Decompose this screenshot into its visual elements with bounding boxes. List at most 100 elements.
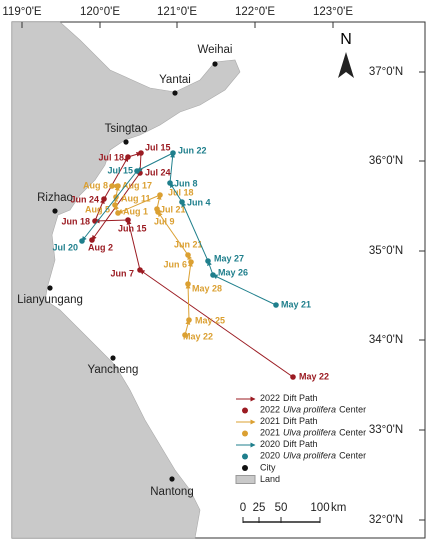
date-label: Jun 24 <box>70 194 99 204</box>
drift-path <box>103 156 129 200</box>
date-label: Jul 18 <box>98 152 124 162</box>
legend-dot <box>242 453 248 460</box>
scale-label: 25 <box>253 502 266 514</box>
date-label: Jun 7 <box>110 268 134 278</box>
date-label: Aug 17 <box>122 180 152 190</box>
date-label: Jul 15 <box>145 142 171 152</box>
legend-label: 2022 Dift Path <box>260 393 318 403</box>
date-label: Aug 1 <box>123 206 148 216</box>
legend-year: 2021 <box>260 416 280 426</box>
compass-arrow <box>338 52 354 78</box>
drift-path <box>169 152 176 184</box>
drift-path <box>126 219 141 271</box>
legend-dot <box>242 430 248 437</box>
legend-species: Ulva prolifera <box>283 428 336 438</box>
center-dot <box>290 374 296 380</box>
legend-land <box>235 475 256 484</box>
date-label: May 28 <box>192 283 222 293</box>
center-dot <box>186 317 192 323</box>
drift-path <box>169 182 183 203</box>
date-label: Jul 15 <box>107 165 133 175</box>
lat-label: 34°0'N <box>369 334 403 346</box>
city-label: Rizhao <box>37 192 73 204</box>
drift-path <box>181 201 209 262</box>
center-dot <box>92 218 98 224</box>
center-dot <box>185 252 191 258</box>
lat-label: 36°0'N <box>369 155 403 167</box>
city-label: Lianyungang <box>17 294 83 306</box>
scale-label: 50 <box>275 502 288 514</box>
legend-species: Ulva prolifera <box>283 451 336 461</box>
drift-path <box>212 274 277 306</box>
center-dot <box>101 196 107 202</box>
center-dot <box>157 192 163 198</box>
date-label: May 26 <box>218 267 248 277</box>
city-label: Nantong <box>150 486 193 498</box>
city-dot <box>169 476 175 482</box>
center-dot <box>125 154 131 160</box>
date-label: Aug 8 <box>83 180 108 190</box>
legend-center: Center <box>339 428 366 438</box>
date-label: Jun 6 <box>163 259 187 269</box>
compass-label: N <box>340 31 352 48</box>
legend-year: 2022 <box>260 393 280 403</box>
date-label: Jun 15 <box>118 223 147 233</box>
legend-path-text: Dift Path <box>283 439 318 449</box>
legend-label: 2020 Ulva prolifera Center <box>260 451 366 461</box>
scale-label: 100 <box>310 502 329 514</box>
center-dot <box>89 237 95 243</box>
date-label: May 22 <box>299 371 329 381</box>
date-label: Aug 2 <box>88 242 113 252</box>
legend-year: 2021 <box>260 428 280 438</box>
scale-unit: km <box>331 502 346 514</box>
center-dot <box>138 150 144 156</box>
center-dot <box>125 217 131 223</box>
city-dot <box>110 355 116 361</box>
drift-path <box>94 218 129 224</box>
drift-path <box>187 261 193 285</box>
drift-path <box>136 152 174 172</box>
center-dot <box>154 206 160 212</box>
legend-path-text: Dift Path <box>283 393 318 403</box>
center-dot <box>115 210 121 216</box>
date-label: May 27 <box>214 253 244 263</box>
center-dot <box>170 150 176 156</box>
date-label: Jul 20 <box>52 242 78 252</box>
drift-path <box>185 283 191 321</box>
center-dot <box>79 238 85 244</box>
city-dot <box>47 285 53 291</box>
city-label: Yantai <box>159 74 191 86</box>
legend-label: 2021 Ulva prolifera Center <box>260 428 366 438</box>
city-dot <box>123 139 129 145</box>
date-label: Jun 4 <box>187 197 211 207</box>
drift-path <box>117 194 161 214</box>
drift-path <box>94 198 105 222</box>
city-label: Tsingtao <box>105 123 148 135</box>
legend-label: City <box>260 462 276 472</box>
center-dot <box>134 168 140 174</box>
city-dot <box>172 90 178 96</box>
date-label: Jun 21 <box>174 239 203 249</box>
center-dot <box>109 183 115 189</box>
date-label: Jul 18 <box>168 187 194 197</box>
center-dot <box>137 267 143 273</box>
center-dot <box>188 259 194 265</box>
city-label: Weihai <box>198 44 233 56</box>
scale-label: 0 <box>240 502 246 514</box>
land <box>11 21 241 539</box>
lat-label: 37°0'N <box>369 66 403 78</box>
center-dot <box>167 180 173 186</box>
lon-label: 121°0'E <box>157 6 197 18</box>
legend-year: 2022 <box>260 405 280 415</box>
drift-path <box>139 269 294 378</box>
legend-center: Center <box>339 405 366 415</box>
legend-label: 2021 Dift Path <box>260 416 318 426</box>
lat-label: 32°0'N <box>369 514 403 526</box>
city-label: Yancheng <box>88 364 139 376</box>
legend-label: Land <box>260 474 280 484</box>
date-label: May 21 <box>281 299 311 309</box>
date-label: Jul 24 <box>145 167 171 177</box>
lon-label: 122°0'E <box>235 6 275 18</box>
drift-path <box>81 170 138 242</box>
legend-year: 2020 <box>260 439 280 449</box>
